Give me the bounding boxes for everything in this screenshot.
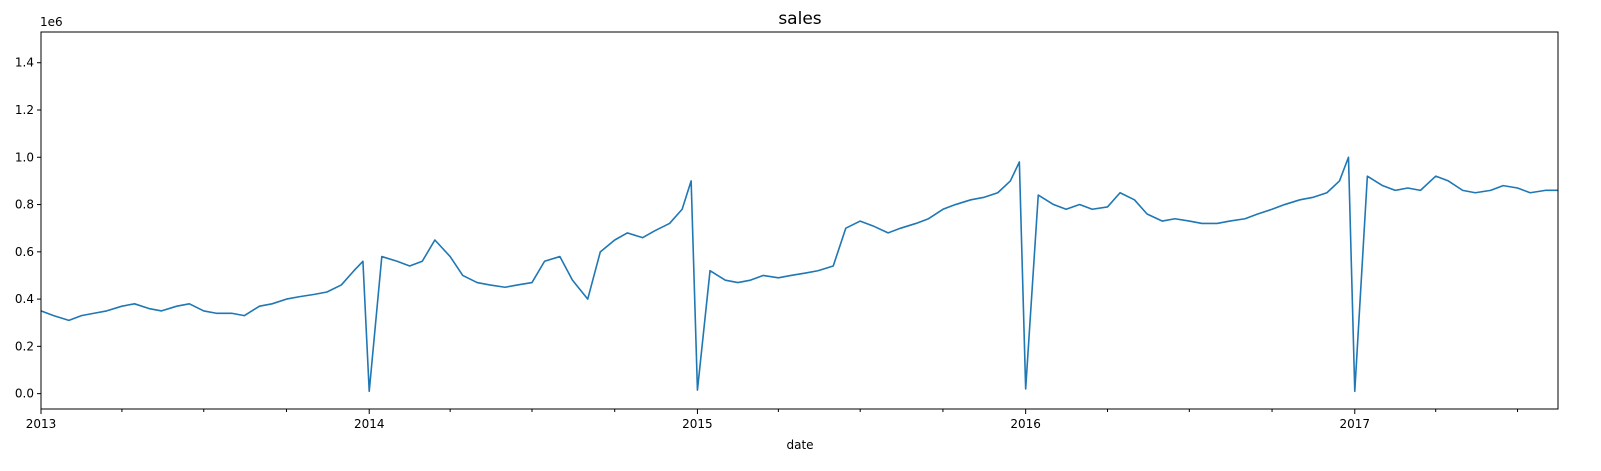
sales-series-line [40,156,1558,393]
y-tick-label: 0.4 [15,292,34,306]
y-tick-label: 1.4 [15,56,34,70]
x-tick-label: 2016 [1010,417,1041,431]
y-offset-label: 1e6 [40,15,63,29]
x-axis-label: date [786,438,813,452]
y-tick-label: 0.0 [15,387,34,401]
x-tick-label: 2014 [354,417,385,431]
y-tick-label: 0.2 [15,339,34,353]
y-tick-label: 0.8 [15,198,34,212]
plot-area [40,156,1558,393]
y-tick-label: 1.2 [15,103,34,117]
x-tick-label: 2015 [682,417,713,431]
y-tick-label: 1.0 [15,150,34,164]
plot-frame [40,31,1559,410]
x-tick-label: 2017 [1340,417,1371,431]
x-axis-ticks: 2013 2014 2015 2016 2017 [26,409,1519,431]
x-tick-label: 2013 [26,417,57,431]
y-axis-ticks: 0.0 0.2 0.4 0.6 0.8 1.0 1.2 1.4 [15,56,41,401]
chart-title: sales [778,9,821,29]
y-tick-label: 0.6 [15,245,34,259]
